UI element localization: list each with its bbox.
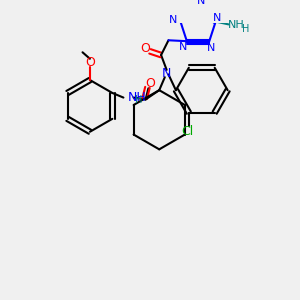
Text: O: O <box>140 42 150 55</box>
Text: N: N <box>196 0 205 7</box>
Text: N: N <box>162 67 171 80</box>
Text: N: N <box>169 15 177 25</box>
Text: N: N <box>178 42 187 52</box>
Text: H: H <box>136 95 143 105</box>
Text: O: O <box>85 56 95 69</box>
Text: H: H <box>242 24 250 34</box>
Text: NH: NH <box>228 20 244 30</box>
Text: NH: NH <box>128 91 147 104</box>
Text: N: N <box>213 13 222 23</box>
Text: N: N <box>207 43 215 53</box>
Text: Cl: Cl <box>181 124 193 138</box>
Text: O: O <box>145 77 155 90</box>
